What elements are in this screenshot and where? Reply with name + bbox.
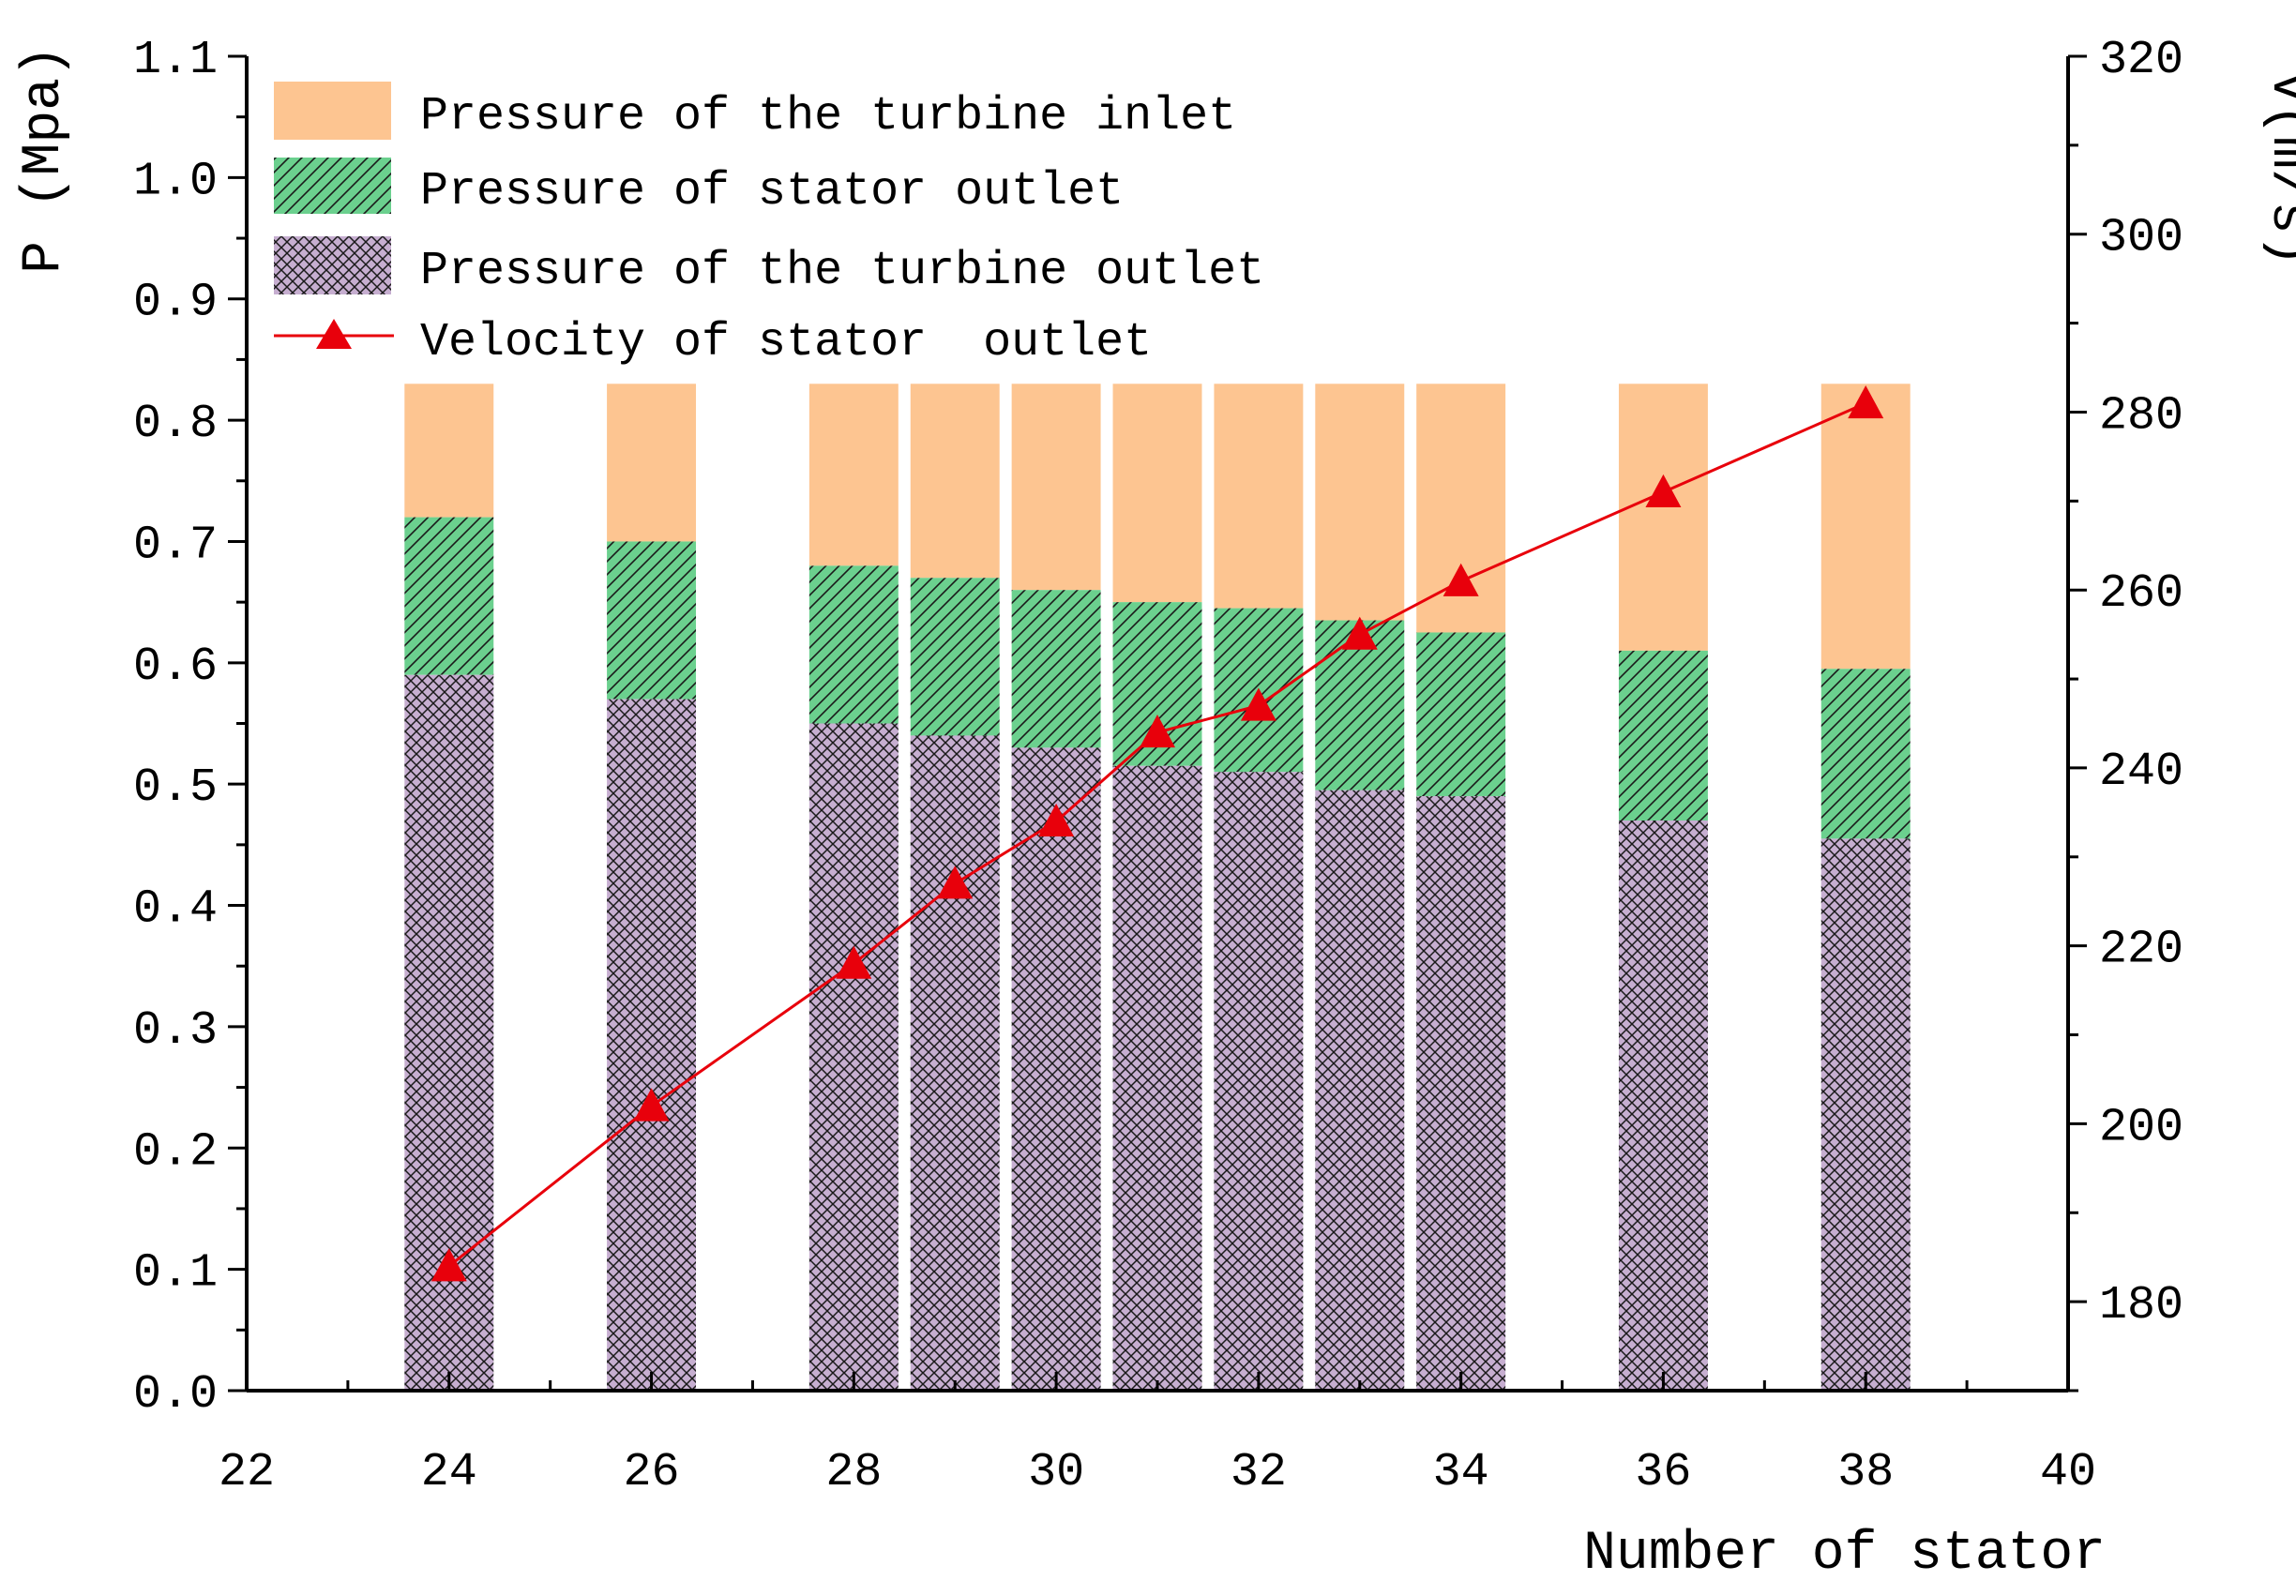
x-tick-label-32: 32: [1231, 1446, 1287, 1499]
bars-layer: [404, 384, 1911, 1391]
bar-turbine-outlet-33: [1315, 790, 1405, 1391]
right-y-tick-label-240: 240: [2099, 745, 2183, 799]
bar-turbine-outlet-36: [1618, 820, 1708, 1391]
bar-stator-outlet-34: [1416, 632, 1506, 797]
legend-label-turbine-outlet: Pressure of the turbine outlet: [420, 245, 1264, 298]
right-y-tick-label-260: 260: [2099, 567, 2183, 621]
bar-turbine-outlet-24: [404, 674, 494, 1391]
bar-turbine-outlet-30: [1011, 747, 1101, 1391]
bar-turbine-inlet-38: [1820, 384, 1911, 670]
right-y-tick-label-200: 200: [2099, 1101, 2183, 1154]
velocity-marker-32: [1240, 687, 1276, 721]
x-tick-label-30: 30: [1028, 1446, 1084, 1499]
velocity-line-layer: [430, 384, 1884, 1282]
axes-layer: 22 24 26 28 30 32 34 36 38 40 0.0 0.1 0.2 0.3 0.4 0.5 0.…: [133, 34, 2183, 1499]
left-y-tick-label-1.0: 1.0: [133, 155, 218, 208]
legend-swatch-stator-outlet: [274, 158, 391, 214]
bar-stator-outlet-36: [1618, 650, 1708, 821]
x-axis-title: Number of stator: [1583, 1524, 2106, 1585]
legend-swatch-turbine-inlet: [274, 82, 391, 140]
bar-turbine-inlet-36: [1618, 384, 1708, 651]
bar-turbine-outlet-32: [1214, 772, 1304, 1391]
legend-swatch-turbine-outlet: [274, 236, 391, 294]
right-y-tick-label-300: 300: [2099, 212, 2183, 265]
velocity-marker-29: [937, 866, 974, 899]
legend-label-velocity: Velocity of stator outlet: [420, 316, 1152, 369]
bar-turbine-inlet-29: [910, 384, 1000, 579]
left-y-tick-label-0.3: 0.3: [133, 1004, 218, 1058]
legend-label-turbine-inlet: Pressure of the turbine inlet: [420, 90, 1236, 143]
left-y-tick-label-0.9: 0.9: [133, 277, 218, 330]
right-y-tick-label-220: 220: [2099, 924, 2183, 977]
velocity-marker-38: [1848, 384, 1884, 419]
velocity-marker-30: [1038, 803, 1075, 837]
bar-turbine-inlet-30: [1011, 384, 1101, 591]
left-y-tick-label-0.8: 0.8: [133, 398, 218, 451]
bar-turbine-inlet-28: [808, 384, 899, 566]
bar-turbine-inlet-32: [1214, 384, 1304, 609]
bar-stator-outlet-38: [1820, 669, 1911, 839]
velocity-marker-31: [1140, 714, 1175, 748]
legend-marker-velocity: [316, 319, 352, 349]
x-tick-label-36: 36: [1635, 1446, 1691, 1499]
velocity-marker-33: [1341, 616, 1378, 650]
left-y-tick-label-0.7: 0.7: [133, 519, 218, 572]
velocity-marker-34: [1443, 563, 1479, 596]
velocity-marker-36: [1645, 474, 1682, 507]
bar-turbine-outlet-26: [607, 699, 697, 1391]
x-tick-label-40: 40: [2040, 1446, 2096, 1499]
x-tick-label-26: 26: [624, 1446, 680, 1499]
bar-turbine-inlet-24: [404, 384, 494, 518]
left-y-tick-label-0.4: 0.4: [133, 883, 218, 937]
left-y-tick-label-0.0: 0.0: [133, 1368, 218, 1422]
velocity-marker-24: [430, 1248, 467, 1282]
right-y-axis-title: V(m/s): [2258, 71, 2296, 267]
left-y-tick-label-0.6: 0.6: [133, 640, 218, 694]
right-y-tick-label-280: 280: [2099, 389, 2183, 443]
left-y-tick-label-0.1: 0.1: [133, 1247, 218, 1301]
velocity-marker-28: [836, 945, 872, 979]
bar-turbine-outlet-38: [1820, 838, 1911, 1391]
bar-turbine-inlet-31: [1112, 384, 1202, 603]
bar-turbine-outlet-31: [1112, 765, 1202, 1391]
bar-turbine-outlet-28: [808, 723, 899, 1391]
bar-stator-outlet-26: [607, 541, 697, 700]
bar-turbine-inlet-33: [1315, 384, 1405, 621]
bar-stator-outlet-24: [404, 517, 494, 675]
bar-turbine-outlet-34: [1416, 796, 1506, 1391]
bar-stator-outlet-30: [1011, 590, 1101, 748]
x-tick-label-34: 34: [1433, 1446, 1489, 1499]
bar-turbine-outlet-29: [910, 735, 1000, 1391]
x-tick-label-22: 22: [219, 1446, 275, 1499]
velocity-marker-26: [633, 1088, 670, 1122]
bar-stator-outlet-28: [808, 565, 899, 724]
left-y-axis-title: P (Mpa): [14, 45, 75, 274]
bar-stator-outlet-29: [910, 578, 1000, 736]
left-y-tick-label-1.1: 1.1: [133, 34, 218, 87]
right-y-tick-label-320: 320: [2099, 34, 2183, 87]
legend-label-stator-outlet: Pressure of stator outlet: [420, 165, 1124, 218]
left-y-tick-label-0.5: 0.5: [133, 761, 218, 815]
x-tick-label-38: 38: [1837, 1446, 1894, 1499]
right-y-tick-label-180: 180: [2099, 1279, 2183, 1333]
legend: Pressure of the turbine inlet Pressure o…: [274, 82, 1264, 369]
x-tick-label-28: 28: [825, 1446, 882, 1499]
bar-turbine-inlet-26: [607, 384, 697, 542]
x-tick-label-24: 24: [421, 1446, 477, 1499]
left-y-tick-label-0.2: 0.2: [133, 1125, 218, 1179]
